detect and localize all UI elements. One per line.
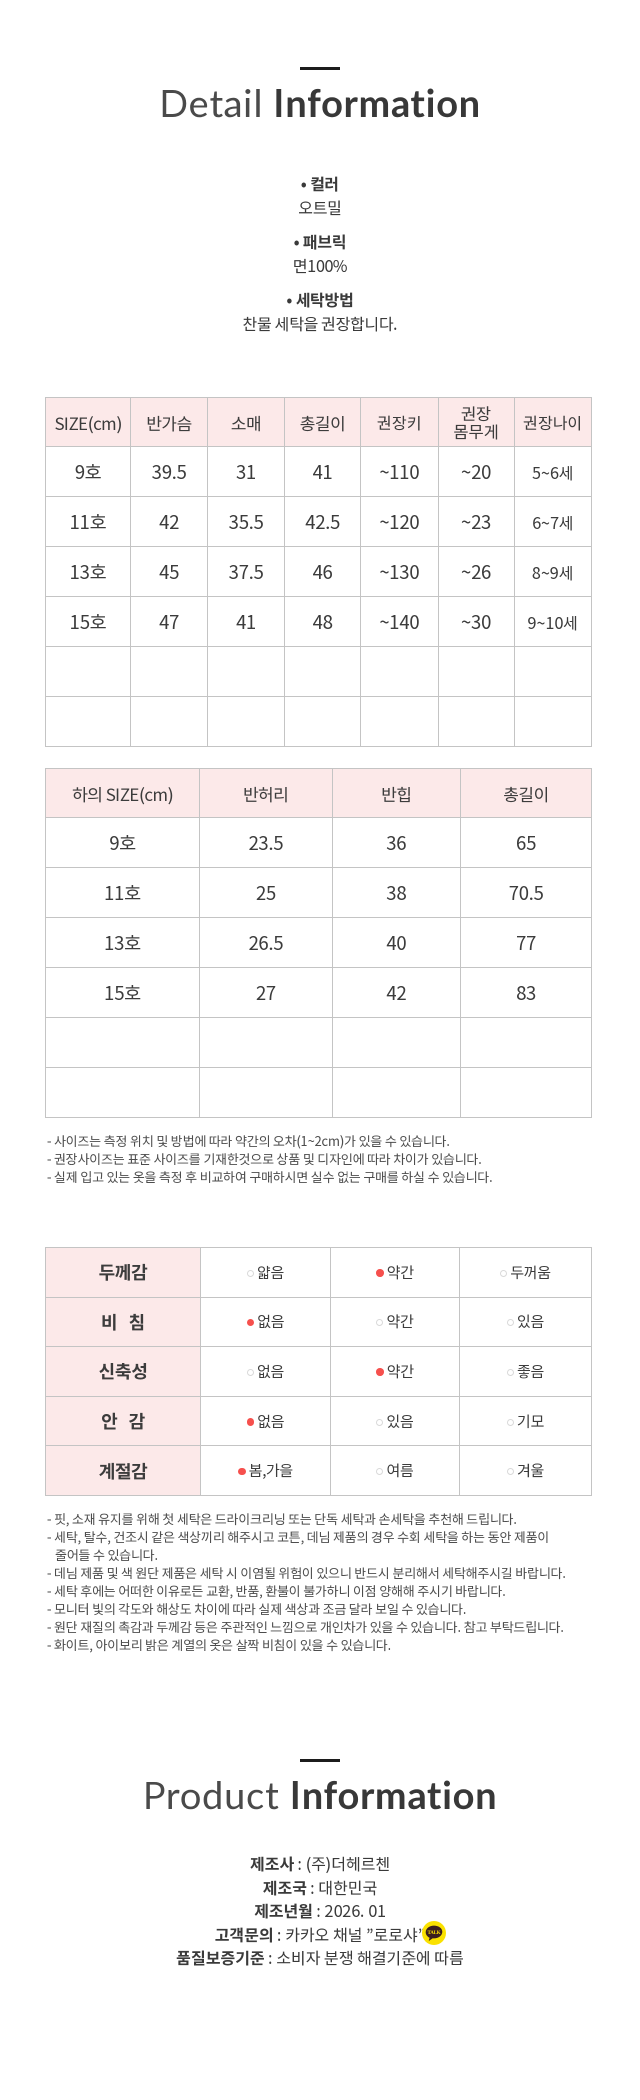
svg-text:TALK: TALK	[428, 1930, 441, 1936]
